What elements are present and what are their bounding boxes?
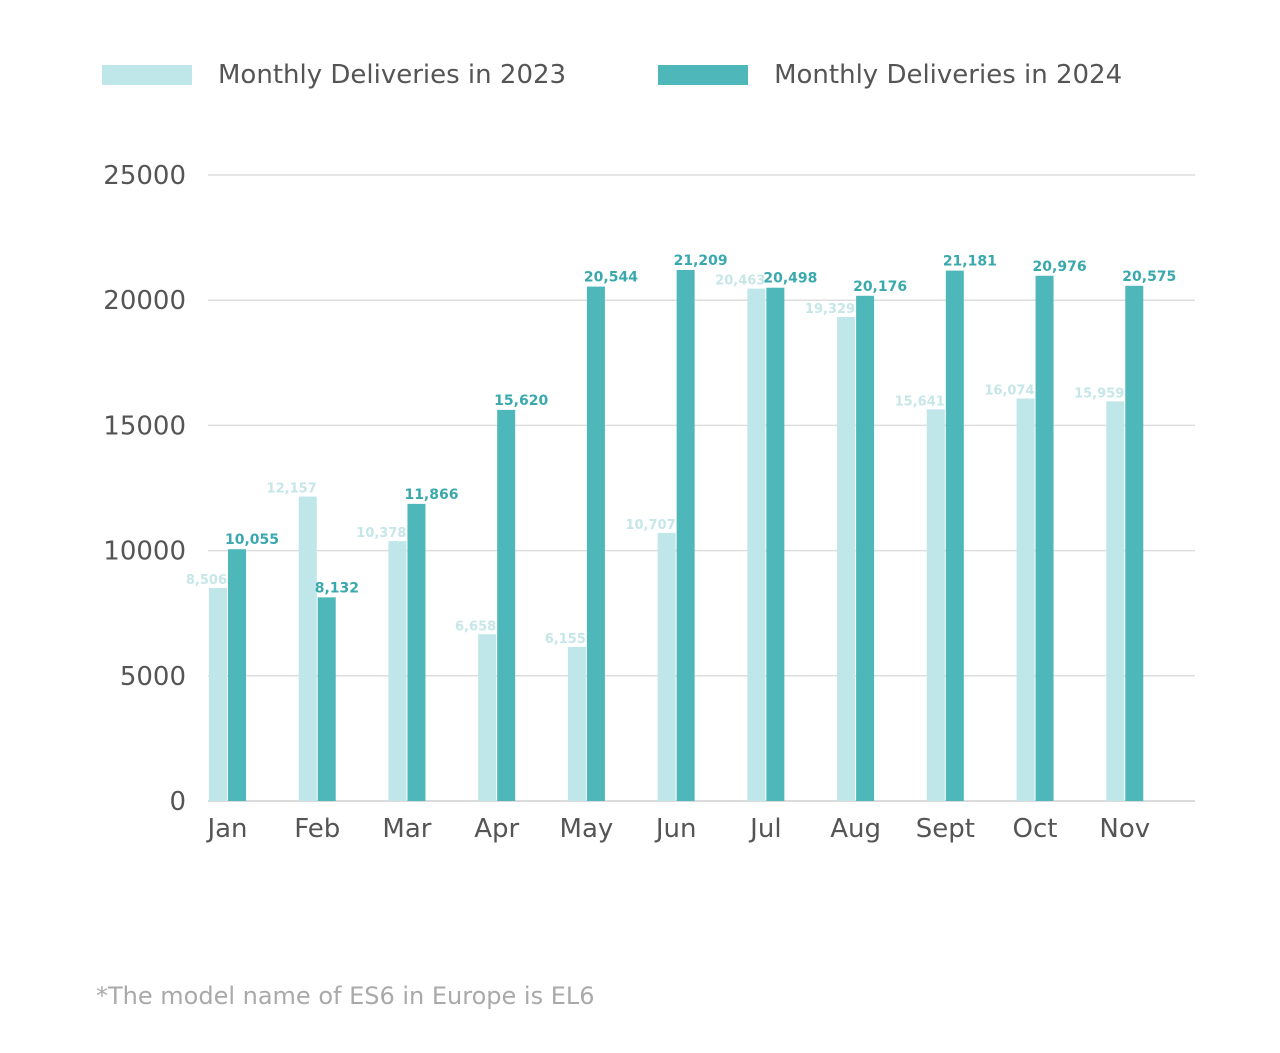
data-label-2024: 20,575 xyxy=(1122,269,1176,285)
x-tick-label: Nov xyxy=(1099,814,1150,844)
data-label-2023: 10,707 xyxy=(625,518,675,533)
x-tick-label: May xyxy=(560,814,614,844)
bar-chart: 0 5000 10000 15000 20000 25000 8,506 10,055 Jan 1… xyxy=(103,161,1195,844)
legend-swatch-2023 xyxy=(102,65,192,85)
legend-label-2023: Monthly Deliveries in 2023 xyxy=(218,60,567,90)
data-label-2023: 6,658 xyxy=(455,619,496,634)
legend-item-2023: Monthly Deliveries in 2023 xyxy=(102,60,566,90)
data-label-2024: 21,209 xyxy=(674,253,728,269)
data-label-2023: 20,463 xyxy=(715,274,765,289)
y-tick-label: 25000 xyxy=(103,161,186,191)
data-label-2024: 20,976 xyxy=(1033,259,1087,275)
bar-2023 xyxy=(388,541,407,801)
x-tick-label: Apr xyxy=(474,814,519,844)
bar-2024 xyxy=(497,409,516,801)
data-label-2024: 15,620 xyxy=(494,393,548,409)
bar-2024 xyxy=(586,286,605,801)
x-tick-label: Mar xyxy=(382,814,431,844)
bar-2023 xyxy=(478,634,497,801)
bar-2024 xyxy=(856,295,875,801)
data-label-2024: 20,498 xyxy=(763,271,817,287)
bar-2023 xyxy=(1106,401,1125,801)
legend: Monthly Deliveries in 2023 Monthly Deliv… xyxy=(102,60,1214,90)
data-label-2023: 15,959 xyxy=(1074,386,1124,401)
y-tick-label: 5000 xyxy=(120,662,186,692)
bar-2024 xyxy=(1035,275,1054,801)
legend-swatch-2024 xyxy=(658,65,749,85)
bar-2024 xyxy=(766,287,785,801)
y-tick-label: 0 xyxy=(169,787,186,817)
data-label-2024: 20,544 xyxy=(584,270,638,286)
bar-2023 xyxy=(837,317,856,801)
bar-2023 xyxy=(298,496,317,801)
data-label-2023: 15,641 xyxy=(895,394,945,409)
bar-2023 xyxy=(926,409,945,801)
bar-2023 xyxy=(657,532,676,801)
x-tick-label: Sept xyxy=(916,814,975,844)
x-tick-label: Aug xyxy=(830,814,881,844)
data-label-2023: 19,329 xyxy=(805,302,855,317)
bar-2024 xyxy=(945,270,964,801)
y-tick-label: 20000 xyxy=(103,286,186,316)
bar-2023 xyxy=(1016,398,1035,801)
footnote: *The model name of ES6 in Europe is EL6 xyxy=(96,982,595,1010)
bar-2024 xyxy=(228,549,246,801)
data-label-2023: 8,506 xyxy=(186,573,227,588)
bar-2024 xyxy=(317,597,336,801)
bar-2023 xyxy=(567,646,586,801)
bar-2024 xyxy=(407,503,426,801)
x-tick-label: Jan xyxy=(205,814,247,844)
data-label-2024: 20,176 xyxy=(853,279,907,295)
x-tick-label: Jun xyxy=(654,814,697,844)
bar-2023 xyxy=(747,288,766,802)
legend-label-2024: Monthly Deliveries in 2024 xyxy=(774,60,1123,90)
bar-2023 xyxy=(209,588,227,801)
x-tick-label: Jul xyxy=(748,814,781,844)
bar-2024 xyxy=(1125,285,1144,801)
x-tick-label: Oct xyxy=(1013,814,1058,844)
data-label-2023: 16,074 xyxy=(984,384,1034,399)
data-label-2024: 8,132 xyxy=(315,580,359,596)
data-label-2023: 12,157 xyxy=(267,482,317,497)
data-label-2023: 6,155 xyxy=(545,632,586,647)
data-label-2023: 10,378 xyxy=(356,526,406,541)
legend-item-2024: Monthly Deliveries in 2024 xyxy=(658,60,1122,90)
data-label-2024: 21,181 xyxy=(943,254,997,270)
x-tick-label: Feb xyxy=(294,814,340,844)
y-tick-label: 15000 xyxy=(103,411,186,441)
data-label-2024: 10,055 xyxy=(225,532,279,548)
bar-2024 xyxy=(676,269,695,801)
y-tick-label: 10000 xyxy=(103,537,186,567)
data-label-2024: 11,866 xyxy=(404,487,458,503)
